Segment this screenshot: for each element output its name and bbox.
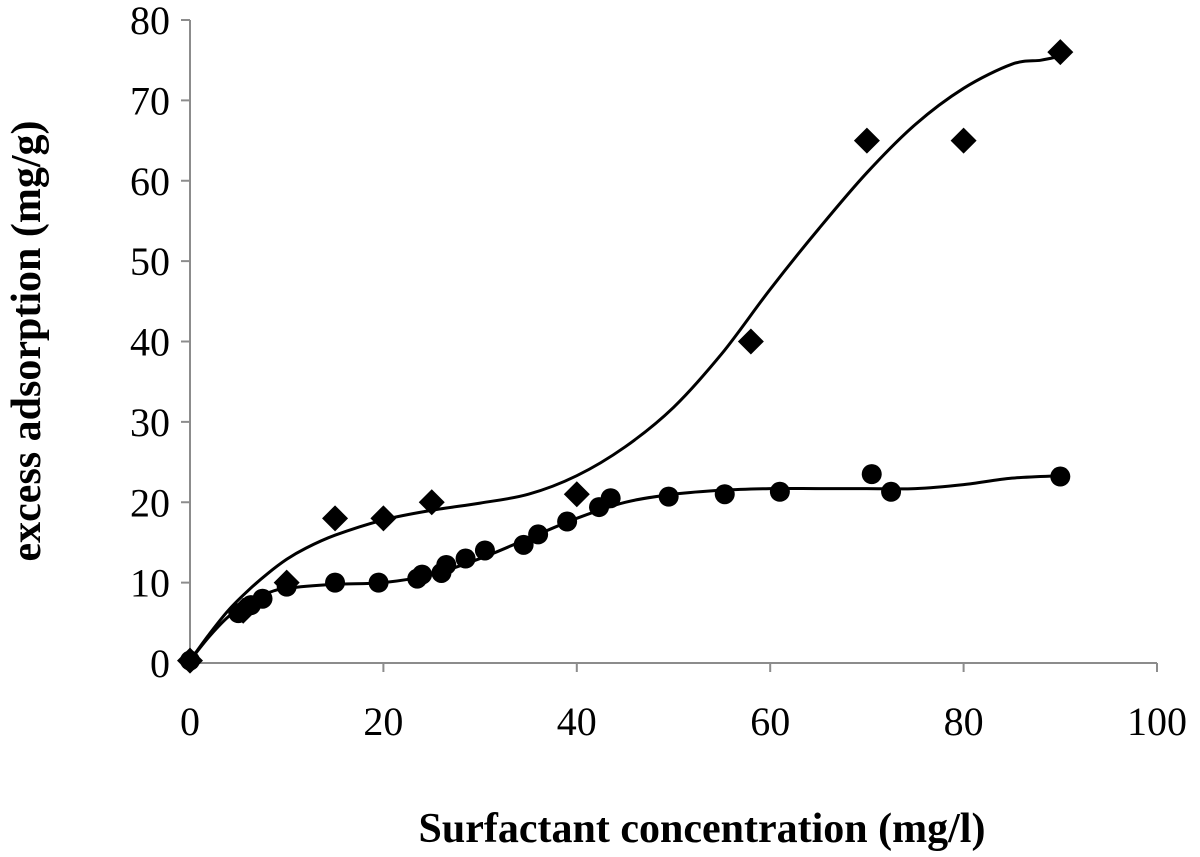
x-tick-label: 60 xyxy=(750,699,790,744)
circle-data-point xyxy=(769,481,790,502)
circle-data-point xyxy=(412,564,433,585)
y-tick-label: 30 xyxy=(130,400,170,445)
data-markers xyxy=(177,39,1074,674)
diamond-data-point xyxy=(737,328,764,355)
circle-data-point xyxy=(557,511,578,532)
x-tick-label: 0 xyxy=(180,699,200,744)
y-tick-label: 70 xyxy=(130,78,170,123)
axis-labels: Surfactant concentration (mg/l) excess a… xyxy=(4,121,985,852)
circle-data-point xyxy=(325,572,346,593)
diamond-data-point xyxy=(563,481,590,508)
circle-data-point xyxy=(881,481,902,502)
circle-data-point xyxy=(474,540,495,561)
y-tick-label: 0 xyxy=(150,641,170,686)
diamond-data-point xyxy=(950,127,977,154)
circle-data-point xyxy=(513,534,534,555)
y-tick-label: 40 xyxy=(130,320,170,365)
y-axis-title: excess adsorption (mg/g) xyxy=(4,121,50,562)
diamond-series-fit-curve xyxy=(188,54,1061,662)
circle-series-fit-curve xyxy=(188,474,1061,662)
circle-data-point xyxy=(368,572,389,593)
circle-data-point xyxy=(436,554,457,575)
circle-data-point xyxy=(658,486,679,507)
fit-curves xyxy=(188,54,1061,662)
circle-data-point xyxy=(276,576,297,597)
x-tick-label: 100 xyxy=(1127,699,1187,744)
x-tick-label: 20 xyxy=(363,699,403,744)
y-tick-label: 60 xyxy=(130,159,170,204)
circle-data-point xyxy=(455,548,476,569)
diamond-data-point xyxy=(370,505,397,532)
circle-data-point xyxy=(714,484,735,505)
x-axis-title: Surfactant concentration (mg/l) xyxy=(419,806,986,852)
y-tick-label: 20 xyxy=(130,480,170,525)
diamond-data-point xyxy=(418,489,445,516)
diamond-data-point xyxy=(853,127,880,154)
circle-data-point xyxy=(528,524,549,545)
diamond-data-point xyxy=(322,505,349,532)
y-tick-label: 50 xyxy=(130,239,170,284)
circle-data-point xyxy=(180,650,200,671)
circle-data-point xyxy=(600,488,621,509)
y-tick-label: 80 xyxy=(130,0,170,43)
y-tick-label: 10 xyxy=(130,561,170,606)
circle-data-point xyxy=(1050,466,1071,487)
axes: 0 10 20 30 40 50 60 70 80 0 20 40 60 80 100 xyxy=(130,0,1187,744)
circle-data-point xyxy=(252,588,273,609)
diamond-data-point xyxy=(1047,39,1074,66)
circle-data-point xyxy=(861,464,882,485)
x-tick-label: 80 xyxy=(944,699,984,744)
x-tick-label: 40 xyxy=(557,699,597,744)
